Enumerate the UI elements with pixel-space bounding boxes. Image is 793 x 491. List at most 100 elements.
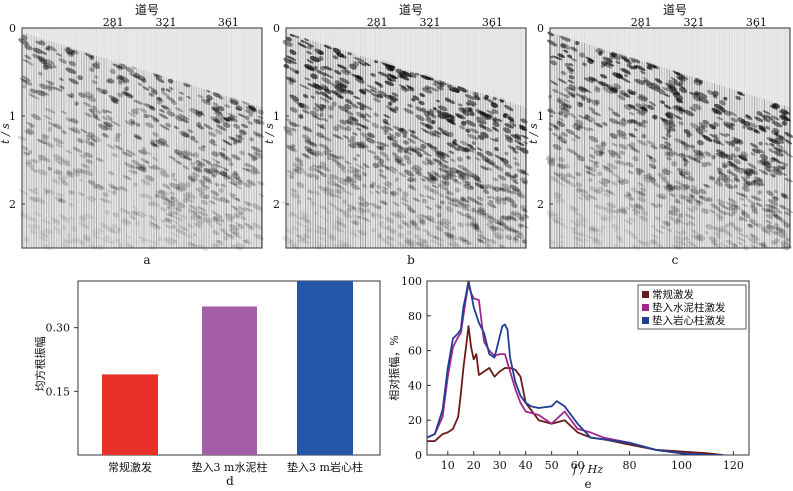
- wavelet: [679, 170, 687, 177]
- wavelet: [390, 75, 397, 79]
- wavelet: [588, 178, 593, 182]
- wavelet: [373, 155, 381, 161]
- wavelet: [290, 192, 301, 199]
- wavelet: [552, 171, 561, 177]
- wavelet: [394, 158, 402, 164]
- wavelet: [68, 202, 74, 207]
- wavelet: [190, 215, 195, 220]
- wavelet: [118, 80, 123, 85]
- y-tick-label: 100: [401, 275, 422, 288]
- wavelet: [444, 169, 454, 176]
- wavelet: [617, 121, 626, 127]
- wavelet: [88, 108, 96, 114]
- wavelet: [286, 170, 296, 175]
- wavelet: [494, 226, 505, 232]
- wavelet: [318, 56, 324, 62]
- wavelet: [663, 93, 670, 97]
- wavelet: [337, 94, 344, 99]
- wavelet: [135, 107, 140, 111]
- wavelet: [567, 79, 574, 84]
- wavelet: [341, 199, 348, 205]
- wavelet: [301, 217, 311, 223]
- wavelet: [289, 107, 298, 113]
- wavelet: [212, 163, 223, 168]
- wavelet: [68, 60, 76, 67]
- wavelet: [652, 114, 658, 119]
- wavelet: [499, 221, 509, 229]
- wavelet: [490, 102, 499, 108]
- wavelet: [618, 143, 628, 150]
- wavelet: [602, 63, 613, 69]
- wavelet: [716, 213, 724, 219]
- wavelet: [637, 182, 644, 187]
- wavelet: [155, 77, 165, 83]
- wavelet: [228, 115, 236, 121]
- wavelet: [425, 118, 436, 125]
- wavelet: [392, 152, 398, 157]
- wavelet: [423, 152, 432, 157]
- wavelet: [30, 196, 40, 202]
- wavelet: [440, 158, 449, 164]
- wavelet: [440, 174, 450, 181]
- wavelet: [183, 232, 194, 239]
- wavelet: [356, 141, 366, 148]
- wavelet: [637, 121, 647, 128]
- wavelet: [338, 185, 346, 191]
- wavelet: [651, 82, 661, 90]
- wavelet: [711, 203, 721, 210]
- wavelet: [612, 243, 618, 248]
- wavelet: [624, 219, 634, 226]
- wavelet: [557, 136, 568, 144]
- wavelet: [344, 243, 353, 249]
- wavelet: [410, 167, 421, 174]
- wavelet: [167, 78, 174, 84]
- wavelet: [650, 180, 661, 188]
- wavelet: [377, 234, 384, 240]
- wavelet: [38, 71, 43, 76]
- wavelet: [203, 167, 214, 175]
- wavelet: [662, 220, 671, 227]
- trace-tick-label: 321: [684, 16, 705, 29]
- wavelet: [334, 188, 343, 195]
- wavelet: [221, 116, 231, 122]
- wavelet: [774, 137, 785, 144]
- wavelet: [756, 111, 763, 116]
- wavelet: [405, 147, 413, 152]
- wavelet: [695, 200, 701, 204]
- wavelet: [352, 220, 359, 226]
- wavelet: [558, 156, 565, 163]
- wavelet: [418, 218, 427, 224]
- wavelet: [471, 221, 479, 228]
- wavelet: [291, 226, 300, 232]
- wavelet: [173, 149, 179, 155]
- wavelet: [702, 183, 712, 188]
- wavelet: [763, 114, 773, 122]
- wavelet: [385, 65, 394, 72]
- wavelet: [415, 242, 425, 249]
- wavelet: [598, 180, 604, 185]
- wavelet: [419, 193, 426, 198]
- wavelet: [215, 160, 220, 165]
- wavelet: [649, 176, 656, 183]
- wavelet: [317, 231, 325, 236]
- wavelet: [462, 147, 471, 152]
- wavelet: [78, 221, 87, 228]
- wavelet: [405, 237, 416, 244]
- wavelet: [629, 56, 641, 64]
- wavelet: [598, 150, 606, 155]
- wavelet: [494, 199, 502, 205]
- wavelet: [627, 170, 634, 175]
- wavelet: [358, 201, 364, 207]
- wavelet: [414, 146, 425, 152]
- wavelet: [666, 156, 672, 161]
- wavelet: [143, 103, 155, 110]
- legend-label: 常规激发: [652, 288, 694, 301]
- wavelet: [221, 154, 232, 162]
- wavelet: [351, 206, 356, 211]
- wavelet: [436, 212, 442, 218]
- wavelet: [718, 175, 725, 181]
- wavelet: [171, 172, 176, 178]
- wavelet: [197, 206, 207, 212]
- wavelet: [668, 210, 674, 216]
- wavelet: [53, 137, 64, 145]
